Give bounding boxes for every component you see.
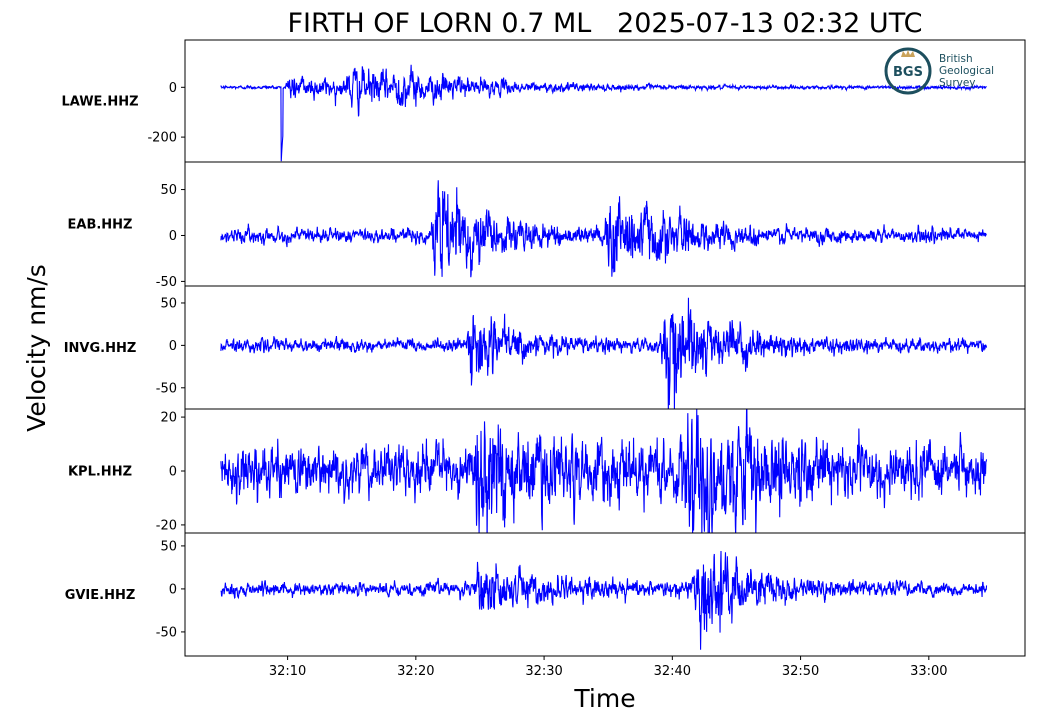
bgs-logo-monogram: BGS (893, 65, 923, 80)
y-tick-label: 0 (169, 582, 177, 597)
y-tick-label: -200 (147, 131, 177, 146)
bgs-logo: BGS British Geological Survey (884, 47, 994, 95)
y-tick-label: 20 (160, 411, 177, 426)
panels-group: -2000LAWE.HHZ-50050EAB.HHZ-50050INVG.HHZ… (61, 39, 1026, 657)
y-axis-label: Velocity nm/s (22, 264, 51, 432)
bgs-logo-crown-icon (901, 50, 915, 57)
y-tick-label: 50 (160, 183, 177, 198)
x-axis-label: Time (573, 684, 635, 713)
y-tick-label: -50 (156, 381, 177, 396)
x-axis: 32:10 32:20 32:30 32:40 32:50 33:00 (269, 656, 948, 679)
bgs-logo-line-3: Survey (939, 77, 976, 89)
bgs-logo-ring (884, 47, 932, 95)
station-label-invg-hhz: INVG.HHZ (64, 341, 137, 356)
waveform-gvie-hhz (220, 550, 988, 650)
waveform-kpl-hhz (220, 409, 988, 533)
x-tick-label: 32:10 (269, 664, 306, 679)
y-tick-label: -50 (156, 625, 177, 640)
x-tick-label: 32:40 (654, 664, 691, 679)
panel-kpl-hhz: -20 0 20 KPL.HHZ (68, 408, 1026, 534)
chart-title: FIRTH OF LORN 0.7 ML 2025-07-13 02:32 UT… (288, 8, 923, 39)
panel-eab-hhz: -50 0 50 EAB.HHZ (68, 161, 1026, 290)
station-label-lawe-hhz: LAWE.HHZ (61, 95, 138, 110)
y-tick-label: 50 (160, 539, 177, 554)
waveform-eab-hhz (220, 180, 987, 278)
x-tick-label: 32:30 (525, 664, 562, 679)
x-tick-label: 32:50 (782, 664, 819, 679)
y-tick-label: 0 (169, 339, 177, 354)
panel-lawe-hhz: -200 0 LAWE.HHZ (61, 39, 1026, 163)
station-label-eab-hhz: EAB.HHZ (68, 218, 133, 233)
y-tick-label: -20 (156, 518, 177, 533)
y-tick-label: 0 (169, 229, 177, 244)
panel-gvie-hhz: -50 0 50 GVIE.HHZ (65, 532, 1026, 657)
waveform-invg-hhz (220, 297, 988, 409)
panel-frame (184, 39, 1026, 163)
y-tick-label: 0 (169, 465, 177, 480)
bgs-logo-line-2: Geological (939, 65, 994, 77)
y-tick-label: 50 (160, 296, 177, 311)
bgs-logo-line-1: British (939, 53, 973, 65)
y-tick-label: 0 (169, 81, 177, 96)
x-tick-label: 32:20 (397, 664, 434, 679)
station-label-gvie-hhz: GVIE.HHZ (65, 588, 136, 603)
x-tick-label: 33:00 (910, 664, 947, 679)
y-tick-label: -50 (156, 275, 177, 290)
station-label-kpl-hhz: KPL.HHZ (68, 465, 132, 480)
panel-frame (184, 532, 1026, 657)
panel-invg-hhz: -50 0 50 INVG.HHZ (64, 285, 1026, 410)
waveform-lawe-hhz (220, 64, 987, 162)
